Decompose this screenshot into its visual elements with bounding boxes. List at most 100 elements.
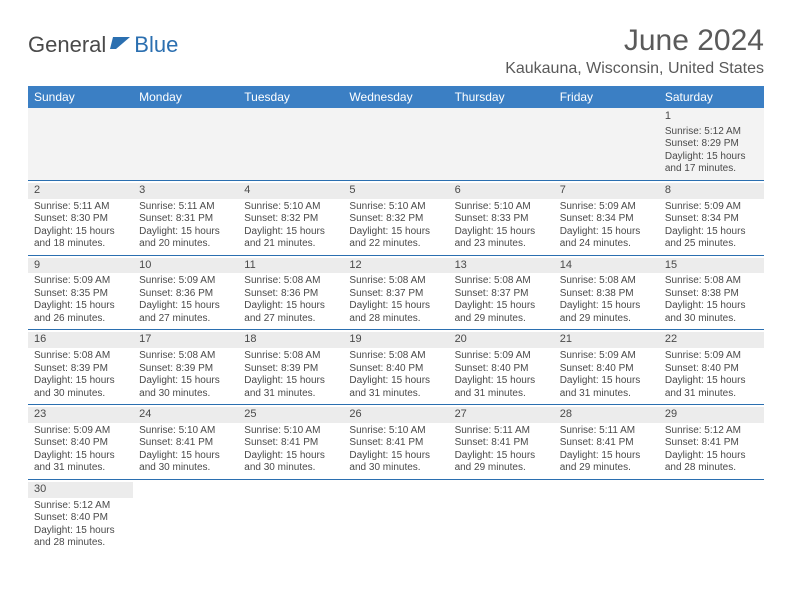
weekday-header: Tuesday (238, 86, 343, 108)
day-number: 14 (554, 258, 659, 274)
day-number: 28 (554, 407, 659, 423)
day-number: 3 (133, 183, 238, 199)
day-daylight2: and 28 minutes. (665, 462, 758, 475)
location: Kaukauna, Wisconsin, United States (505, 60, 764, 78)
weekday-header: Thursday (449, 86, 554, 108)
day-daylight2: and 31 minutes. (665, 388, 758, 401)
day-sunset: Sunset: 8:41 PM (665, 437, 758, 450)
calendar-day-cell: 14Sunrise: 5:08 AMSunset: 8:38 PMDayligh… (554, 255, 659, 330)
day-sunset: Sunset: 8:36 PM (244, 288, 337, 301)
calendar-day-cell (238, 479, 343, 553)
day-number: 6 (449, 183, 554, 199)
day-sunrise: Sunrise: 5:08 AM (244, 275, 337, 288)
day-sunset: Sunset: 8:41 PM (455, 437, 548, 450)
calendar-day-cell: 26Sunrise: 5:10 AMSunset: 8:41 PMDayligh… (343, 405, 448, 480)
day-daylight2: and 26 minutes. (34, 313, 127, 326)
calendar-day-cell: 27Sunrise: 5:11 AMSunset: 8:41 PMDayligh… (449, 405, 554, 480)
day-number: 22 (659, 332, 764, 348)
day-daylight2: and 21 minutes. (244, 238, 337, 251)
day-daylight1: Daylight: 15 hours (34, 300, 127, 313)
day-daylight2: and 29 minutes. (560, 313, 653, 326)
day-daylight2: and 27 minutes. (139, 313, 232, 326)
calendar-week-row: 9Sunrise: 5:09 AMSunset: 8:35 PMDaylight… (28, 255, 764, 330)
calendar-day-cell: 16Sunrise: 5:08 AMSunset: 8:39 PMDayligh… (28, 330, 133, 405)
day-daylight2: and 30 minutes. (34, 388, 127, 401)
day-daylight1: Daylight: 15 hours (139, 450, 232, 463)
day-daylight2: and 18 minutes. (34, 238, 127, 251)
day-daylight1: Daylight: 15 hours (34, 226, 127, 239)
day-number: 16 (28, 332, 133, 348)
day-daylight2: and 31 minutes. (34, 462, 127, 475)
calendar-week-row: 1Sunrise: 5:12 AMSunset: 8:29 PMDaylight… (28, 108, 764, 180)
day-daylight1: Daylight: 15 hours (244, 450, 337, 463)
day-daylight1: Daylight: 15 hours (455, 300, 548, 313)
day-number: 30 (28, 482, 133, 498)
logo: General Blue (28, 32, 178, 58)
day-sunset: Sunset: 8:34 PM (560, 213, 653, 226)
calendar-day-cell (28, 108, 133, 180)
day-number: 21 (554, 332, 659, 348)
weekday-header: Saturday (659, 86, 764, 108)
day-daylight2: and 22 minutes. (349, 238, 442, 251)
calendar-day-cell: 17Sunrise: 5:08 AMSunset: 8:39 PMDayligh… (133, 330, 238, 405)
day-sunset: Sunset: 8:41 PM (560, 437, 653, 450)
calendar-day-cell: 6Sunrise: 5:10 AMSunset: 8:33 PMDaylight… (449, 180, 554, 255)
day-daylight1: Daylight: 15 hours (139, 375, 232, 388)
day-sunrise: Sunrise: 5:10 AM (349, 201, 442, 214)
day-sunrise: Sunrise: 5:08 AM (665, 275, 758, 288)
calendar-day-cell: 21Sunrise: 5:09 AMSunset: 8:40 PMDayligh… (554, 330, 659, 405)
calendar-day-cell: 13Sunrise: 5:08 AMSunset: 8:37 PMDayligh… (449, 255, 554, 330)
weekday-header: Monday (133, 86, 238, 108)
day-daylight2: and 25 minutes. (665, 238, 758, 251)
day-sunset: Sunset: 8:36 PM (139, 288, 232, 301)
day-daylight1: Daylight: 15 hours (34, 525, 127, 538)
day-sunrise: Sunrise: 5:09 AM (665, 350, 758, 363)
day-sunset: Sunset: 8:37 PM (455, 288, 548, 301)
weekday-header-row: Sunday Monday Tuesday Wednesday Thursday… (28, 86, 764, 108)
day-number: 23 (28, 407, 133, 423)
calendar-day-cell: 8Sunrise: 5:09 AMSunset: 8:34 PMDaylight… (659, 180, 764, 255)
title-block: June 2024 Kaukauna, Wisconsin, United St… (505, 24, 764, 78)
day-sunrise: Sunrise: 5:10 AM (455, 201, 548, 214)
calendar-table: Sunday Monday Tuesday Wednesday Thursday… (28, 86, 764, 554)
calendar-day-cell (554, 108, 659, 180)
calendar-day-cell: 29Sunrise: 5:12 AMSunset: 8:41 PMDayligh… (659, 405, 764, 480)
day-sunset: Sunset: 8:40 PM (455, 363, 548, 376)
page-header: General Blue June 2024 Kaukauna, Wiscons… (28, 24, 764, 78)
flag-icon (110, 35, 132, 56)
day-sunrise: Sunrise: 5:12 AM (665, 126, 758, 139)
day-sunrise: Sunrise: 5:09 AM (665, 201, 758, 214)
calendar-day-cell: 30 Sunrise: 5:12 AMSunset: 8:40 PMDayligh… (28, 479, 133, 553)
calendar-day-cell: 20Sunrise: 5:09 AMSunset: 8:40 PMDayligh… (449, 330, 554, 405)
day-sunrise: Sunrise: 5:12 AM (34, 500, 127, 513)
day-daylight2: and 28 minutes. (349, 313, 442, 326)
day-daylight2: and 29 minutes. (455, 313, 548, 326)
day-sunrise: Sunrise: 5:09 AM (34, 425, 127, 438)
day-number: 19 (343, 332, 448, 348)
day-sunset: Sunset: 8:39 PM (139, 363, 232, 376)
day-number: 13 (449, 258, 554, 274)
calendar-week-row: 16Sunrise: 5:08 AMSunset: 8:39 PMDayligh… (28, 330, 764, 405)
calendar-day-cell (554, 479, 659, 553)
day-daylight2: and 31 minutes. (244, 388, 337, 401)
day-sunset: Sunset: 8:41 PM (349, 437, 442, 450)
day-daylight1: Daylight: 15 hours (560, 226, 653, 239)
day-daylight1: Daylight: 15 hours (349, 375, 442, 388)
day-daylight1: Daylight: 15 hours (349, 226, 442, 239)
calendar-week-row: 30 Sunrise: 5:12 AMSunset: 8:40 PMDayligh… (28, 479, 764, 553)
calendar-day-cell: 10Sunrise: 5:09 AMSunset: 8:36 PMDayligh… (133, 255, 238, 330)
day-sunrise: Sunrise: 5:11 AM (455, 425, 548, 438)
day-sunset: Sunset: 8:40 PM (349, 363, 442, 376)
calendar-week-row: 2Sunrise: 5:11 AMSunset: 8:30 PMDaylight… (28, 180, 764, 255)
day-daylight2: and 30 minutes. (139, 462, 232, 475)
calendar-day-cell: 12Sunrise: 5:08 AMSunset: 8:37 PMDayligh… (343, 255, 448, 330)
day-daylight1: Daylight: 15 hours (244, 300, 337, 313)
weekday-header: Wednesday (343, 86, 448, 108)
day-daylight1: Daylight: 15 hours (244, 226, 337, 239)
day-daylight1: Daylight: 15 hours (665, 300, 758, 313)
day-sunrise: Sunrise: 5:09 AM (455, 350, 548, 363)
day-sunset: Sunset: 8:40 PM (34, 512, 127, 525)
day-sunset: Sunset: 8:33 PM (455, 213, 548, 226)
day-sunset: Sunset: 8:38 PM (560, 288, 653, 301)
day-daylight1: Daylight: 15 hours (139, 300, 232, 313)
